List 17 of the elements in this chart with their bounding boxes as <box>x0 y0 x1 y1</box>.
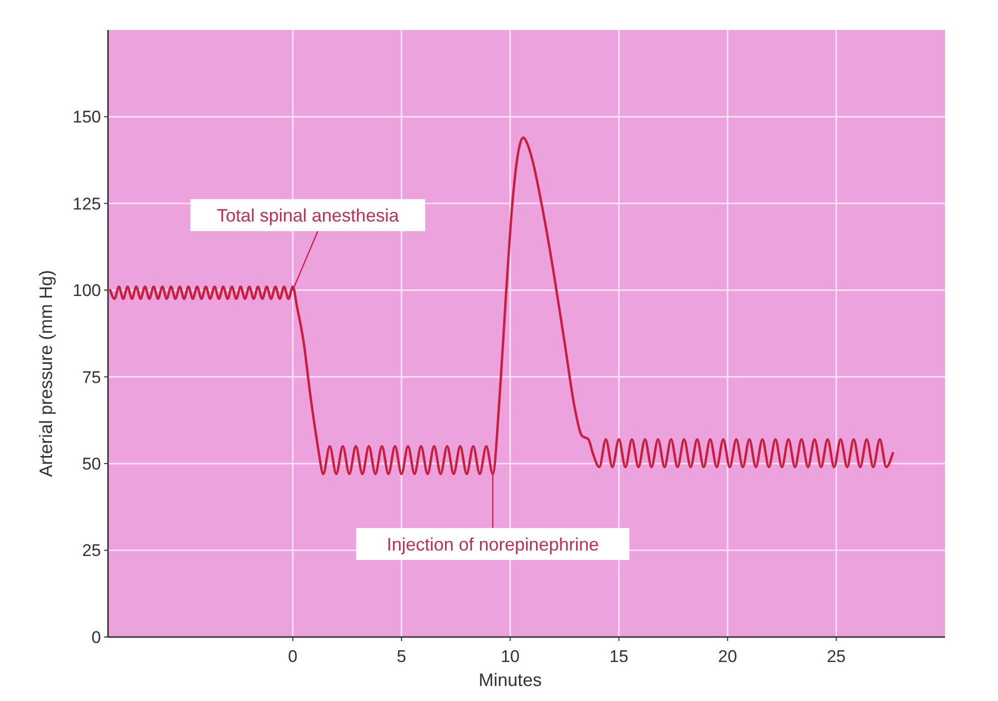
x-tick-label: 15 <box>609 647 628 666</box>
x-tick-label: 25 <box>826 647 846 666</box>
x-tick-label: 0 <box>288 647 298 666</box>
y-tick-label: 0 <box>92 628 101 647</box>
y-axis-title: Arterial pressure (mm Hg) <box>36 270 56 478</box>
y-tick-label: 50 <box>82 454 101 474</box>
annotation: Injection of norepinephrine <box>386 534 599 554</box>
y-tick-label: 25 <box>82 541 101 560</box>
x-tick-label: 10 <box>500 647 520 666</box>
annotation: Total spinal anesthesia <box>216 205 400 226</box>
y-tick-label: 125 <box>72 194 101 214</box>
x-tick-label: 5 <box>396 647 406 666</box>
y-tick-label: 150 <box>72 108 101 127</box>
y-tick-label: 100 <box>72 281 101 300</box>
x-tick-label: 20 <box>718 647 738 666</box>
x-axis-title: Minutes <box>478 670 542 690</box>
y-tick-label: 75 <box>82 368 101 387</box>
